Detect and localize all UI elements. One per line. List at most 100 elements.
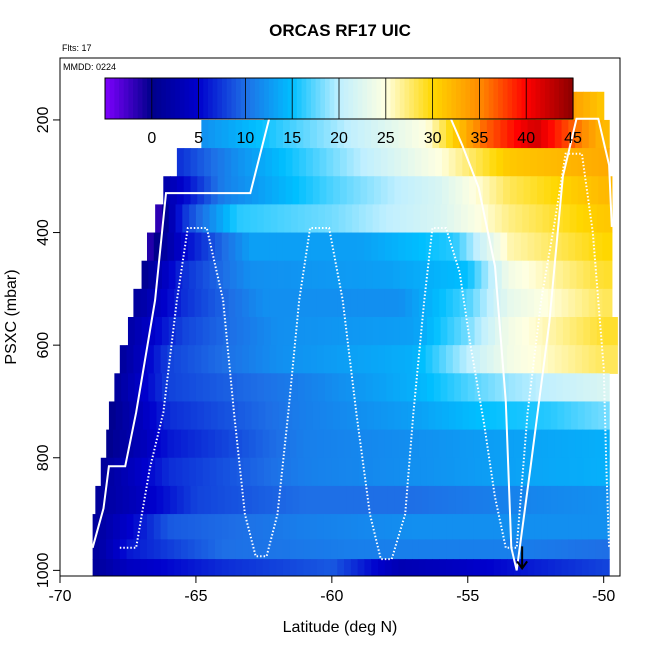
heatmap-cell [509,485,518,515]
heatmap-cell [475,401,484,431]
heatmap-cell [360,176,368,205]
heatmap-cell [420,373,428,403]
heatmap-cell [561,559,569,576]
heatmap-cell [372,457,381,487]
heatmap-cell [399,260,408,290]
heatmap-cell [534,539,542,560]
heatmap-cell [242,345,250,374]
heatmap-cell [447,204,455,234]
x-tick-label: -55 [456,588,479,605]
heatmap-cell [235,119,243,149]
heatmap-cell [113,514,121,541]
colorbar-segment [339,78,345,119]
heatmap-cell [180,345,189,374]
heatmap-cell [140,429,148,459]
heatmap-cell [357,288,366,318]
heatmap-cell [360,401,368,431]
heatmap-cell [493,514,501,541]
heatmap-cell [270,373,279,403]
heatmap-cell [303,539,311,560]
heatmap-cell [160,345,168,374]
heatmap-cell [197,148,205,177]
heatmap-cell [337,539,345,560]
heatmap-cell [386,457,394,487]
heatmap-cell [216,457,224,487]
colorbar-segment [530,78,537,119]
heatmap-cell [224,148,232,177]
heatmap-cell [174,514,182,541]
heatmap-cell [344,288,352,318]
heatmap-cell [297,457,306,487]
heatmap-cell [480,539,488,560]
heatmap-cell [243,373,251,403]
heatmap-cell [494,373,503,403]
heatmap-cell [543,176,552,205]
heatmap-cell [460,317,469,346]
heatmap-cell [577,176,586,205]
heatmap-cell [228,232,236,262]
heatmap-cell [391,539,400,560]
heatmap-cell [115,401,124,431]
heatmap-cell [255,539,264,560]
heatmap-cell [326,148,334,177]
heatmap-cell [228,539,236,560]
heatmap-cell [311,260,319,290]
colorbar-segment [357,78,363,119]
heatmap-cell [201,539,209,560]
heatmap-cell [297,317,306,346]
heatmap-cell [337,232,345,262]
heatmap-cell [583,457,591,487]
heatmap-cell [194,232,202,262]
colorbar-segment [367,78,373,119]
heatmap-cell [285,176,294,205]
heatmap-cell [114,457,122,487]
heatmap-cell [176,148,185,177]
heatmap-cells [92,91,618,576]
heatmap-cell [367,148,375,177]
heatmap-cell [486,559,495,576]
heatmap-cell [432,345,440,374]
heatmap-cell [187,559,196,576]
colorbar-segment [498,78,504,119]
heatmap-cell [242,514,250,541]
heatmap-cell [576,204,584,234]
heatmap-cell [148,260,156,290]
heatmap-cell [401,176,409,205]
heatmap-cell [299,401,307,431]
heatmap-cell [296,119,304,149]
heatmap-cell [194,345,202,374]
heatmap-cell [459,559,468,576]
heatmap-cell [284,260,292,290]
heatmap-cell [527,559,535,576]
heatmap-cell [435,485,443,515]
heatmap-cell [229,317,238,346]
marker-arrow-down-icon [516,560,528,571]
heatmap-cell [311,317,319,346]
heatmap-cell [155,204,163,234]
heatmap-cell [569,260,578,290]
heatmap-cell [575,232,583,262]
heatmap-cell [189,457,197,487]
heatmap-cell [216,373,224,403]
heatmap-cell [378,232,386,262]
colorbar-segment [114,78,120,119]
heatmap-cell [214,559,223,576]
heatmap-cell [282,514,291,541]
y-tick-label: 400 [35,219,52,246]
heatmap-cell [493,119,501,149]
colorbar-tick-label: 35 [471,130,489,147]
heatmap-cell [439,288,447,318]
heatmap-cell [282,119,291,149]
heatmap-cell [581,232,590,262]
heatmap-cell [576,373,584,403]
heatmap-cell [405,345,413,374]
colorbar-segment [460,78,466,119]
heatmap-cell [146,539,155,560]
heatmap-cell [466,539,474,560]
heatmap-cell [378,288,386,318]
heatmap-cell [486,345,495,374]
heatmap-cell [520,514,529,541]
heatmap-cell [323,514,332,541]
heatmap-cell [153,288,162,318]
heatmap-cell [520,345,529,374]
